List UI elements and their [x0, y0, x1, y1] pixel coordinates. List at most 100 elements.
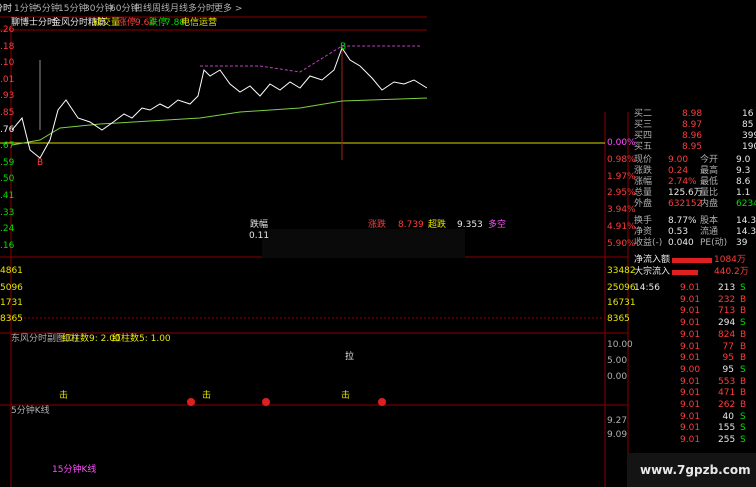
trade-volume: 294 [718, 318, 736, 329]
right-percent-label: 1.97% [607, 171, 636, 182]
bid-volume: 190 [742, 142, 756, 152]
info-item: 金风分时精简 [52, 18, 107, 28]
toolbar-tab[interactable]: 日线 [134, 4, 153, 14]
trade-flag: B [740, 306, 747, 317]
trade-price: 9.00 [680, 364, 701, 375]
trade-price: 9.01 [680, 329, 701, 340]
indicator-axis-label: 5.00 [607, 356, 628, 366]
kline-axis-label: 9.27 [607, 416, 628, 426]
quote-value: 0.24 [668, 166, 689, 176]
quote-label: 最低 [700, 177, 719, 187]
trade-price: 9.01 [680, 341, 701, 352]
trade-price: 9.01 [680, 376, 701, 387]
quote-value: 39 [736, 238, 748, 248]
trade-price: 9.01 [680, 400, 701, 410]
left-price-label: .93 [0, 91, 15, 102]
left-volume-label: 8365 [0, 314, 23, 324]
kline-title: 5分钟K线 [11, 406, 50, 416]
trade-volume: 77 [722, 341, 734, 352]
quote-label: 最高 [700, 166, 719, 176]
indicator-value: 红柱数9: 2.00 [62, 334, 121, 344]
left-price-label: .59 [0, 157, 15, 168]
trade-volume: 95 [722, 364, 734, 375]
trade-price: 9.01 [680, 318, 701, 329]
occlusion [427, 0, 756, 112]
quote-label: 量比 [700, 188, 719, 198]
left-volume-label: 5096 [0, 283, 23, 293]
toolbar-tab[interactable]: 5分钟 [36, 4, 60, 14]
overlay-label: 涨跌 [368, 220, 387, 230]
overlay-label: 跌幅 [250, 220, 269, 230]
quote-label: 总量 [634, 188, 653, 198]
right-percent-label: 3.94% [607, 205, 636, 216]
bid-price: 8.96 [682, 131, 703, 141]
quote-value: 0.53 [668, 227, 689, 237]
indicator-axis-label: 0.00 [607, 372, 628, 382]
trade-flag: B [740, 376, 747, 387]
trade-flag: B [740, 388, 747, 399]
info-item: 9.64 [135, 18, 156, 28]
overlay-label: 0.11 [249, 231, 270, 241]
trade-price: 9.01 [680, 388, 701, 399]
bid-price: 8.98 [682, 109, 703, 119]
left-volume-label: 1731 [0, 298, 23, 308]
right-percent-label: 5.90% [607, 238, 636, 249]
toolbar-tab[interactable]: 月线 [170, 4, 189, 14]
right-percent-label: 0.00% [607, 138, 636, 148]
flow-bar [672, 270, 698, 275]
quote-value: 125.6万 [668, 188, 703, 198]
overlay-label: 9.353 [457, 220, 483, 230]
indicator-value: 红柱数5: 1.00 [112, 334, 171, 344]
quote-value: 9.0 [736, 155, 751, 165]
quote-label: 内盘 [700, 199, 719, 209]
trade-price: 9.01 [680, 423, 701, 434]
average-line [11, 97, 605, 146]
info-item: 分时 [38, 18, 57, 28]
flow-value: 440.2万 [714, 267, 749, 277]
flow-label: 大宗流入 [634, 267, 671, 277]
trade-volume: 255 [718, 435, 736, 446]
info-item: 涨停 [118, 18, 137, 28]
right-percent-label: 2.95% [607, 188, 636, 199]
trade-price: 9.01 [680, 283, 701, 293]
quote-label: 流通 [700, 227, 719, 237]
trade-volume: 262 [718, 400, 736, 410]
toolbar-tab[interactable]: 60分钟 [110, 4, 140, 14]
quote-label: 现价 [634, 155, 653, 165]
right-percent-label: 0.98% [607, 154, 636, 165]
bid-volume: 399 [742, 131, 756, 141]
toolbar-tab[interactable]: 周线 [152, 4, 171, 14]
quote-label: 涨幅 [634, 177, 653, 187]
info-item: 7.88 [165, 18, 186, 28]
bid-price: 8.95 [682, 142, 703, 152]
toolbar-tab[interactable]: 15分钟 [58, 4, 88, 14]
trade-price: 9.01 [680, 353, 701, 364]
left-price-label: .01 [0, 74, 15, 85]
trade-volume: 232 [718, 294, 736, 305]
quote-value: 1.1 [736, 188, 751, 198]
toolbar-tab[interactable]: 分时 [0, 4, 13, 14]
overlay-label: 多空 [488, 220, 507, 230]
trade-volume: 213 [718, 283, 736, 293]
signal-label: 击 [202, 391, 212, 401]
left-price-label: .10 [0, 58, 15, 69]
quote-value: 14.3 [736, 216, 756, 226]
quote-label: 收益(-) [634, 238, 663, 248]
quote-label: PE(动) [700, 238, 728, 248]
toolbar-tab[interactable]: 多分时 [188, 4, 216, 14]
quote-label: 净资 [634, 227, 653, 237]
trade-flag: B [740, 400, 747, 410]
occlusion [262, 229, 465, 258]
trade-flag: S [740, 435, 746, 446]
trade-flag: B [740, 329, 747, 340]
quote-value: 9.00 [668, 155, 689, 165]
quote-value: 0.040 [668, 238, 694, 248]
overlay-label: 8.739 [398, 220, 424, 230]
left-price-label: .50 [0, 174, 15, 185]
toolbar-tab[interactable]: 30分钟 [84, 4, 114, 14]
watermark-bg [628, 453, 756, 487]
info-item: 成交量 [93, 18, 121, 28]
toolbar-tab[interactable]: 更多 > [214, 4, 243, 14]
toolbar-tab[interactable]: 1分钟 [14, 4, 38, 14]
